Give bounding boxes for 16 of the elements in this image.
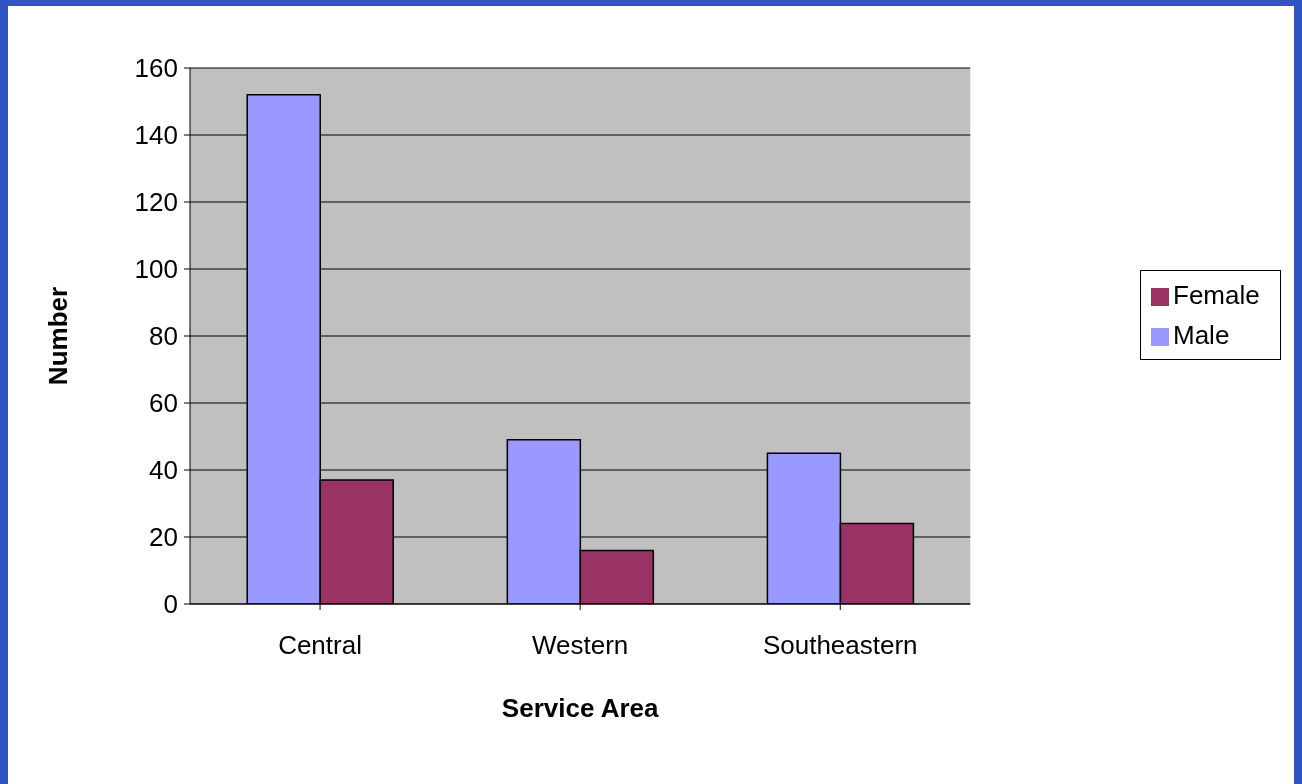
y-tick-label: 80 <box>149 321 178 352</box>
y-tick-label: 60 <box>149 388 178 419</box>
y-tick-label: 20 <box>149 522 178 553</box>
y-tick-label: 120 <box>134 187 178 218</box>
y-tick-label: 100 <box>134 254 178 285</box>
legend-label: Male <box>1173 320 1230 350</box>
y-tick-label: 140 <box>134 120 178 151</box>
x-tick-label: Western <box>531 630 629 661</box>
y-axis-title: Number <box>43 286 74 386</box>
y-tick-label: 0 <box>163 589 178 620</box>
y-tick-label: 160 <box>134 53 178 84</box>
x-tick-label: Southeastern <box>762 630 918 661</box>
legend-label: Female <box>1173 280 1260 310</box>
x-axis-title: Service Area <box>501 693 659 723</box>
y-tick-label: 40 <box>149 455 178 486</box>
x-tick-label: Central <box>278 630 362 661</box>
